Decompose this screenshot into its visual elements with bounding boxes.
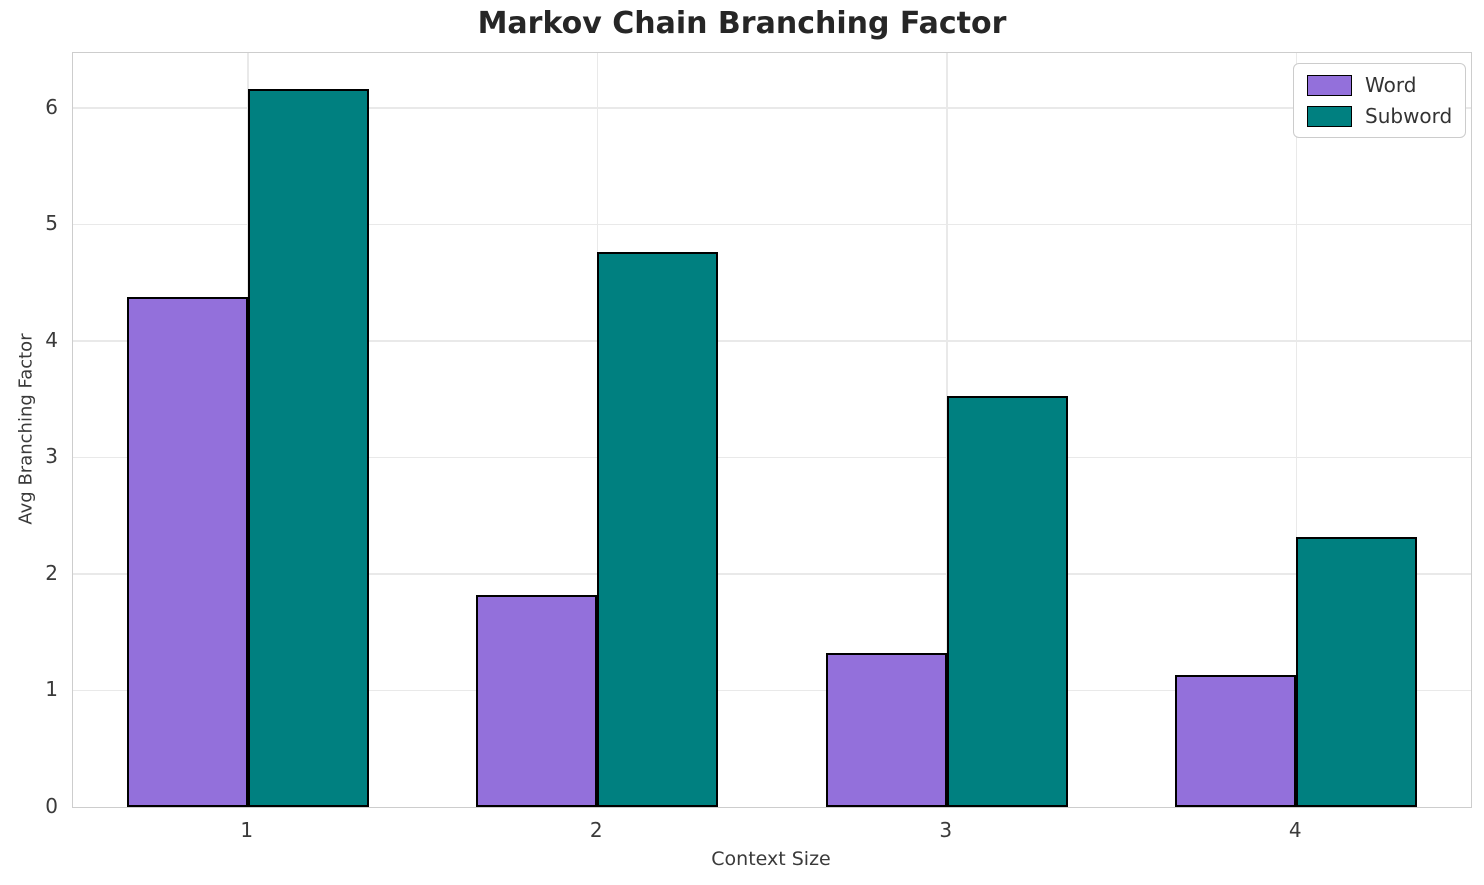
legend: Word Subword: [1293, 63, 1467, 138]
gridline-horizontal: [73, 340, 1471, 342]
gridline-horizontal: [73, 223, 1471, 226]
x-tick-label: 4: [1288, 818, 1302, 842]
bar-subword-3: [946, 395, 1068, 807]
y-tick-label: 0: [45, 794, 58, 818]
bar-word-4: [1175, 675, 1297, 807]
bar-word-1: [126, 296, 248, 807]
y-tick-label: 4: [45, 327, 58, 352]
x-axis-title: Context Size: [711, 848, 831, 870]
bar-subword-2: [597, 252, 719, 807]
gridline-vertical: [1295, 53, 1297, 807]
y-tick-label: 2: [45, 560, 58, 585]
gridline-horizontal: [73, 456, 1471, 459]
y-tick-label: 5: [45, 211, 58, 236]
bar-word-2: [476, 594, 598, 807]
chart-title: Markov Chain Branching Factor: [477, 6, 1007, 41]
legend-entry-word: Word: [1307, 73, 1452, 97]
x-tick-label: 2: [589, 818, 603, 842]
y-tick-label: 6: [45, 94, 58, 119]
legend-label: Word: [1365, 73, 1417, 97]
legend-swatch-icon: [1307, 105, 1352, 127]
legend-label: Subword: [1365, 104, 1453, 128]
y-axis-title: Avg Branching Factor: [15, 333, 37, 525]
plot-area: [72, 52, 1472, 808]
gridline-horizontal: [73, 689, 1471, 692]
x-tick-label: 3: [939, 818, 953, 842]
y-tick-label: 3: [45, 444, 58, 469]
bar-word-3: [825, 653, 947, 807]
legend-entry-subword: Subword: [1307, 104, 1452, 128]
gridline-horizontal: [73, 573, 1471, 575]
legend-swatch-icon: [1307, 74, 1352, 96]
gridline-horizontal: [73, 107, 1471, 109]
x-tick-label: 1: [240, 818, 254, 842]
bar-subword-4: [1296, 536, 1418, 807]
bar-subword-1: [247, 89, 369, 807]
y-tick-label: 1: [45, 677, 58, 702]
